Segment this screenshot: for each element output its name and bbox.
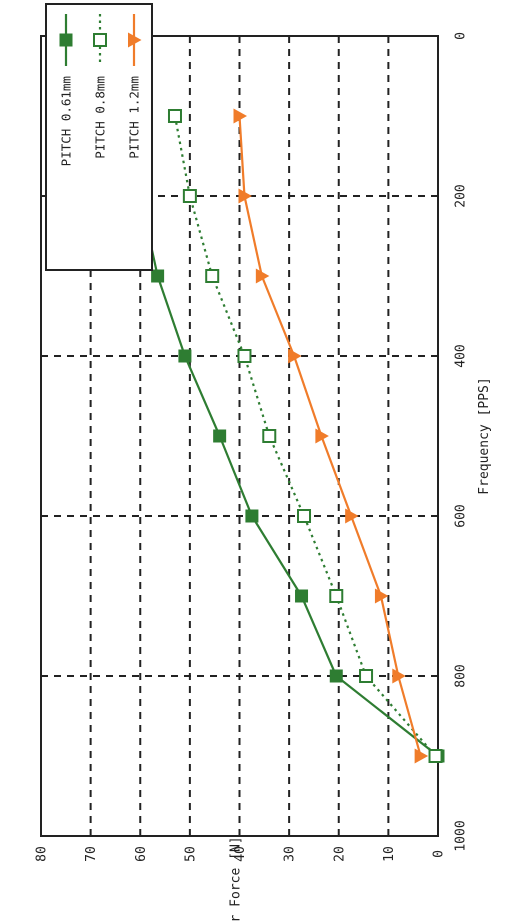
data-point — [167, 109, 182, 123]
y-tick-label: 10 — [382, 846, 397, 862]
data-point — [213, 429, 227, 443]
legend-marker — [93, 33, 107, 47]
y-tick-label: 20 — [332, 846, 347, 862]
data-point — [182, 189, 197, 203]
series-line — [121, 115, 439, 757]
data-point — [262, 429, 277, 443]
data-point — [237, 349, 252, 363]
data-point — [238, 188, 252, 204]
legend-label: PITCH 0.8mm — [92, 76, 107, 159]
series-layer — [116, 108, 445, 764]
data-point — [178, 349, 192, 363]
x-tick-label: 1000 — [454, 820, 469, 851]
x-tick-label: 600 — [454, 504, 469, 527]
y-tick-label: 40 — [233, 846, 248, 862]
y-tick-label: 80 — [35, 846, 50, 862]
data-point — [297, 509, 312, 523]
data-point — [359, 669, 374, 683]
legend-marker — [128, 32, 142, 48]
x-tick-label: 800 — [454, 664, 469, 687]
data-point — [428, 749, 443, 763]
data-point — [233, 108, 247, 124]
y-tick-label: 30 — [283, 846, 298, 862]
legend-label: PITCH 1.2mm — [126, 76, 141, 159]
legend-marker — [59, 33, 73, 47]
legend: PITCH 0.61mm PITCH 0.8mm PITCH 1.2mm — [45, 3, 153, 271]
y-tick-label: 0 — [432, 850, 447, 858]
data-point — [255, 268, 270, 284]
data-point — [205, 269, 220, 283]
legend-entry: PITCH 1.2mm — [126, 14, 142, 159]
x-tick-label: 400 — [454, 344, 469, 367]
data-point — [329, 669, 343, 683]
plot-frame — [40, 35, 439, 837]
data-point — [315, 428, 329, 444]
y-tick-label: 70 — [84, 846, 99, 862]
data-point — [414, 748, 429, 764]
legend-label: PITCH 0.61mm — [58, 76, 73, 166]
data-point — [392, 668, 406, 684]
data-point — [295, 589, 309, 603]
series-3 — [233, 108, 429, 764]
x-tick-label: 200 — [454, 184, 469, 207]
x-axis-title: Frequency [PPS] — [477, 377, 492, 494]
tick-labels: 0 200 400 600 800 1000 0 10 20 30 40 50 60 70 80 — [35, 32, 469, 862]
y-tick-label: 50 — [183, 846, 198, 862]
data-point — [151, 269, 165, 283]
y-tick-label: 60 — [134, 846, 149, 862]
data-point — [245, 509, 259, 523]
grid-lines — [41, 36, 438, 836]
series-2 — [167, 109, 443, 763]
legend-entry: PITCH 0.61mm — [58, 14, 73, 166]
data-point — [329, 589, 344, 603]
data-point — [345, 508, 359, 524]
data-point — [374, 588, 389, 604]
y-axis-title: Linear Force [N] — [229, 836, 244, 921]
data-point — [288, 348, 302, 364]
x-tick-label: 0 — [454, 32, 469, 40]
legend-entry: PITCH 0.8mm — [92, 14, 107, 159]
